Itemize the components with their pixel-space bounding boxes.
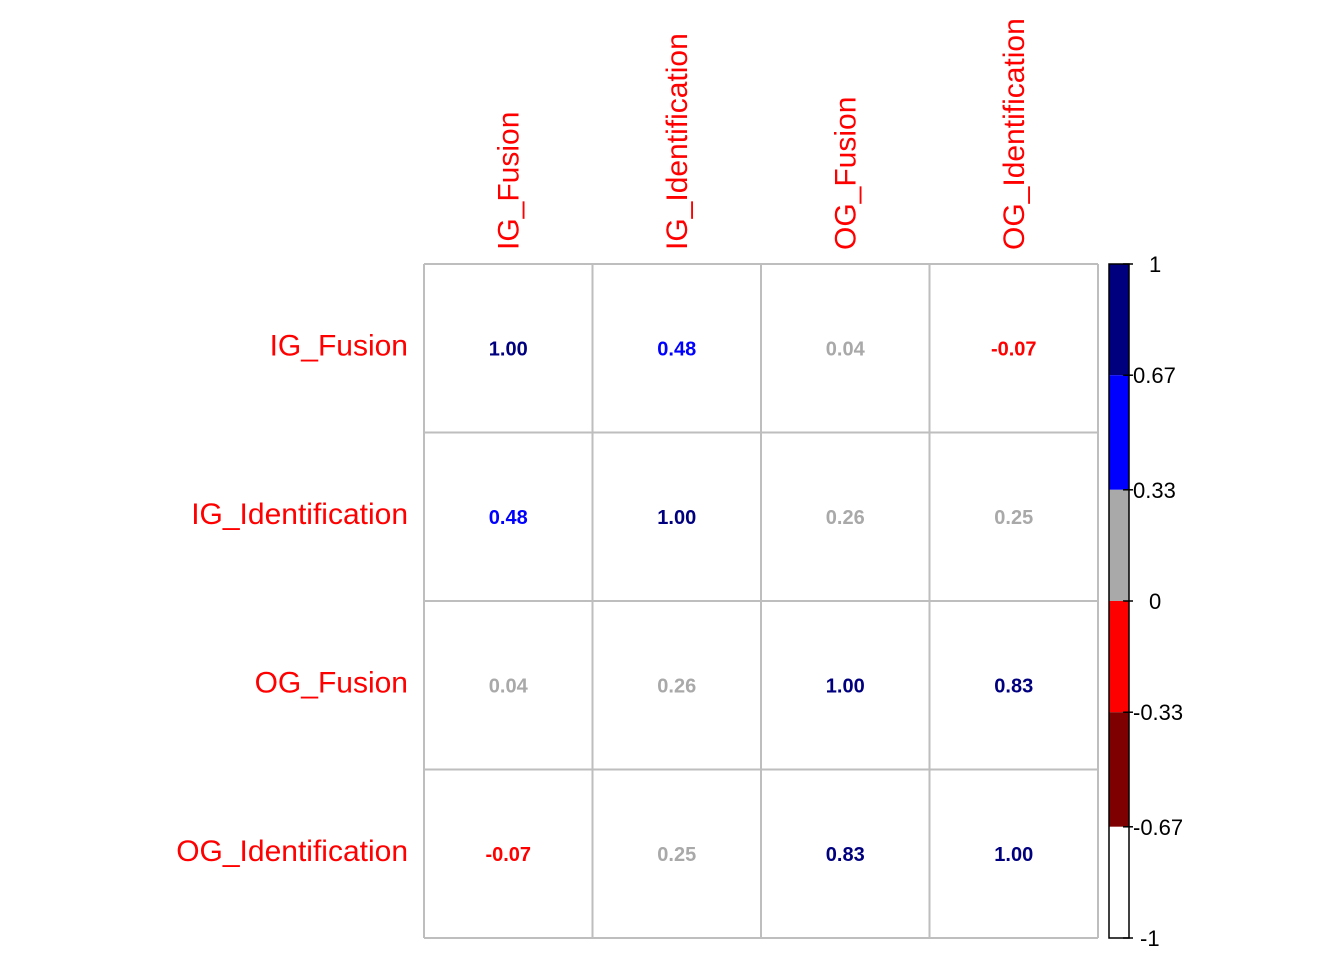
cell-value-label: 1.00 <box>657 507 696 529</box>
row-label: OG_Fusion <box>255 666 408 699</box>
legend-tick-label: 1 <box>1149 252 1161 277</box>
cell-value-label: 0.04 <box>826 338 866 360</box>
cell-value-label: 1.00 <box>489 338 528 360</box>
cell-value-label: 0.25 <box>994 507 1033 529</box>
legend-color-bin <box>1109 375 1129 490</box>
legend-tick-label: 0 <box>1149 589 1161 614</box>
cell-value-label: 1.00 <box>826 675 865 697</box>
column-label: OG_Fusion <box>829 97 862 250</box>
column-label: OG_Identification <box>998 18 1031 250</box>
cell-value-label: -0.07 <box>485 844 531 866</box>
row-label: IG_Fusion <box>270 329 408 362</box>
cell-value-label: 0.83 <box>994 675 1033 697</box>
cell-value-label: 0.25 <box>657 844 696 866</box>
cell-value-label: 0.83 <box>826 844 865 866</box>
cell-value-label: -0.07 <box>991 338 1037 360</box>
legend-color-bin <box>1109 601 1129 713</box>
cell-value-label: 0.26 <box>657 675 696 697</box>
legend-tick-label: 0.67 <box>1133 363 1176 388</box>
legend-color-bin <box>1109 712 1129 827</box>
legend-tick-label: -0.67 <box>1133 815 1183 840</box>
row-label: OG_Identification <box>176 835 408 868</box>
row-labels: IG_Fusion IG_Identification OG_Fusion OG_Id… <box>176 329 408 868</box>
column-labels: IG_Fusion IG_Identification OG_Fusion OG_Id… <box>492 18 1031 250</box>
legend-tick-label: -0.33 <box>1133 700 1183 725</box>
color-legend: 1 0.67 0.33 0 -0.33 -0.67 -1 <box>1108 252 1183 951</box>
column-label: IG_Identification <box>661 33 694 250</box>
legend-color-bin <box>1109 489 1129 601</box>
cell-value-label: 0.04 <box>489 675 529 697</box>
cell-value-label: 0.48 <box>489 507 528 529</box>
legend-tick-label: -1 <box>1140 926 1160 951</box>
legend-color-bin <box>1109 826 1129 938</box>
legend-color-bin <box>1109 264 1129 376</box>
matrix-grid <box>423 263 1099 939</box>
matrix-cells: 1.00 0.48 0.04 -0.07 0.48 1.00 0.26 0.25 0.04 0.2… <box>485 338 1036 866</box>
legend-tick-label: 0.33 <box>1133 478 1176 503</box>
cell-value-label: 0.48 <box>657 338 696 360</box>
column-label: IG_Fusion <box>492 112 525 250</box>
cell-value-label: 1.00 <box>994 844 1033 866</box>
cell-value-label: 0.26 <box>826 507 865 529</box>
row-label: IG_Identification <box>191 498 408 531</box>
